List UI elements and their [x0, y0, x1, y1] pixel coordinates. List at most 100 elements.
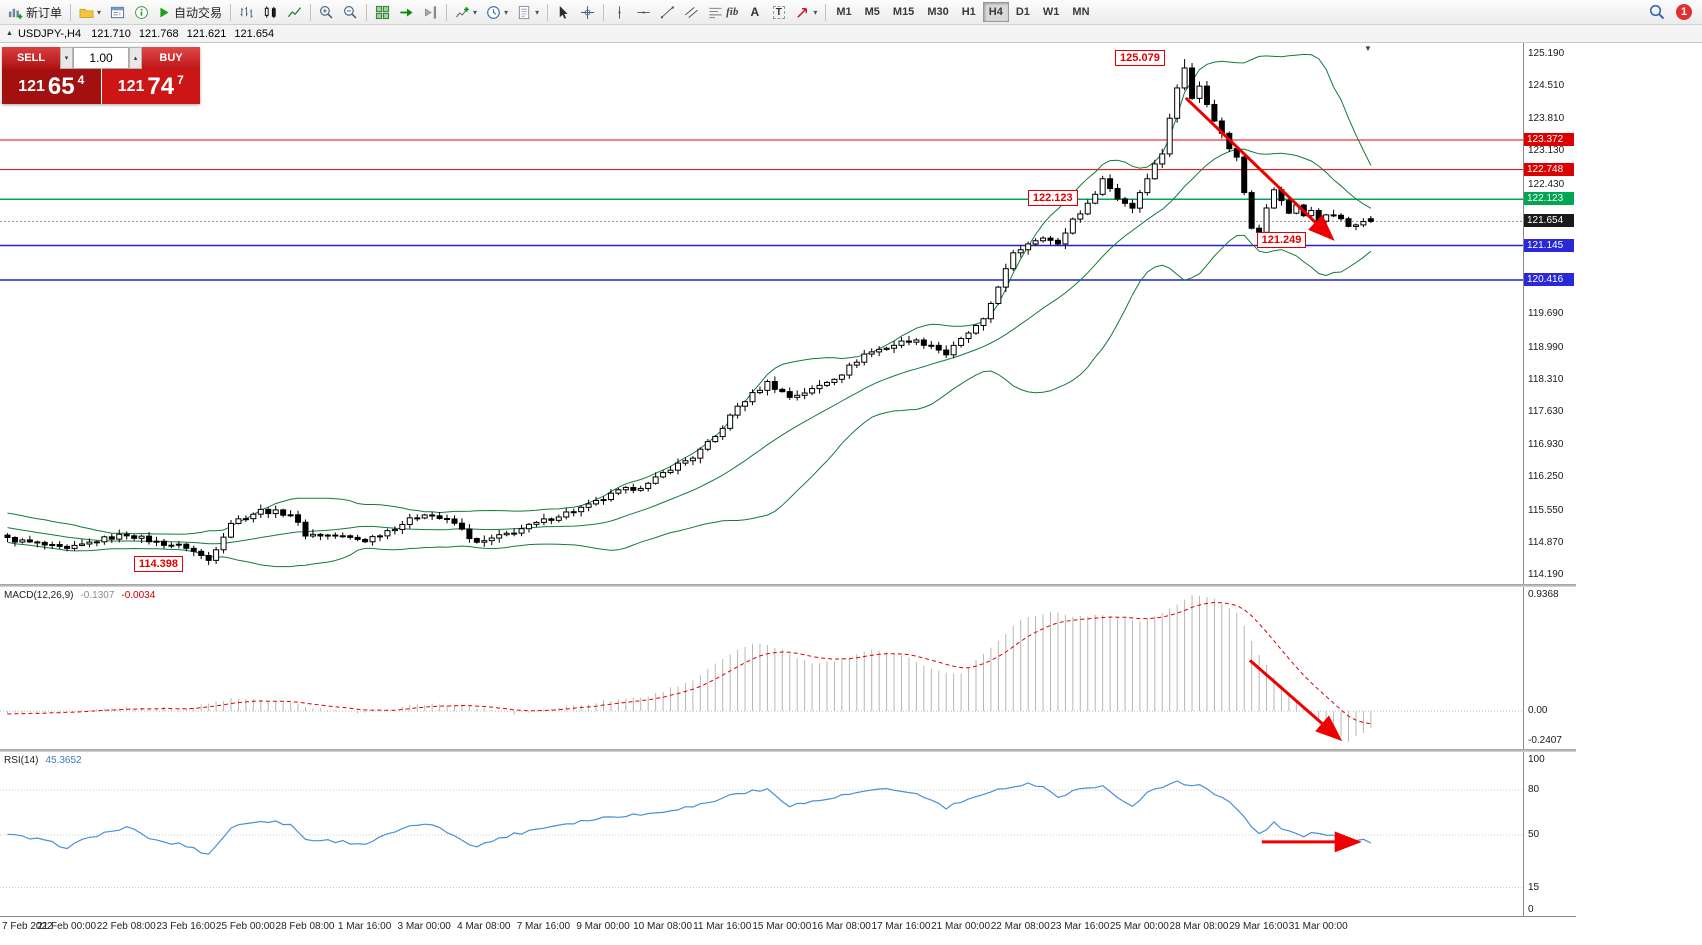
vertical-line-tool-button[interactable]	[608, 2, 631, 23]
market-watch-button[interactable]	[106, 2, 129, 23]
panel-splitter[interactable]	[0, 584, 1576, 587]
new-order-button[interactable]: 新订单	[4, 2, 66, 23]
time-axis-label: 11 Mar 16:00	[693, 921, 752, 932]
volume-input[interactable]	[73, 47, 129, 69]
toolbar-separator	[70, 3, 72, 21]
time-axis-label: 31 Mar 00:00	[1288, 921, 1348, 932]
timeframe-w1-button[interactable]: W1	[1037, 2, 1066, 22]
time-axis-label: 23 Mar 16:00	[1050, 921, 1110, 932]
chart-shift-marker[interactable]: ▼	[1364, 44, 1372, 53]
ask-point: 7	[177, 73, 184, 87]
templates-button[interactable]: ▾	[513, 2, 543, 23]
price-annotation[interactable]: 114.398	[133, 556, 184, 573]
text-tool-button[interactable]: A	[743, 2, 766, 23]
rsi-panel[interactable]: RSI(14) 45.3652	[0, 752, 1523, 916]
chart-shift-button[interactable]	[419, 2, 442, 23]
timeframe-m15-button[interactable]: M15	[887, 2, 920, 22]
price-annotation[interactable]: 122.123	[1027, 190, 1078, 207]
bollinger-upper-band	[7, 53, 1372, 535]
macd-down-arrow[interactable]	[1248, 659, 1343, 742]
profiles-button[interactable]: ▾	[75, 2, 105, 23]
cursor-icon	[559, 5, 568, 19]
macd-name-label: MACD(12,26,9)	[4, 590, 74, 601]
chart-symbol-label: USDJPY-,H4	[17, 27, 82, 40]
ask-price[interactable]: 121 74 7	[101, 69, 200, 104]
price-axis-label: 124.510	[1528, 80, 1565, 92]
auto-scroll-icon	[400, 8, 413, 16]
cursor-button[interactable]	[552, 2, 575, 23]
notification-badge[interactable]: 1	[1676, 4, 1692, 20]
volume-increase-button[interactable]: ▴	[129, 47, 142, 69]
auto-scroll-button[interactable]	[395, 2, 418, 23]
bid-ask-row: 121 65 4 121 74 7	[2, 69, 200, 104]
timeframe-h1-button[interactable]: H1	[956, 2, 982, 22]
bollinger-middle-band	[7, 148, 1372, 545]
data-window-button[interactable]	[130, 2, 153, 23]
price-scale[interactable]: 125.190 124.510 123.810 123.130 122.430 119.6…	[1524, 43, 1576, 584]
timeframe-m30-button[interactable]: M30	[921, 2, 954, 22]
search-button[interactable]	[1645, 2, 1669, 23]
fibonacci-icon	[709, 7, 722, 18]
time-axis[interactable]: 7 Feb 2022 21 Feb 00:00 22 Feb 08:00 23 Feb…	[0, 918, 1576, 940]
dropdown-caret-icon: ▾	[535, 7, 540, 17]
profiles-folder-icon	[79, 8, 94, 18]
macd-main-value: -0.1307	[80, 590, 115, 601]
macd-axis-label: 0.9368	[1528, 589, 1559, 600]
time-axis-label: 21 Mar 00:00	[931, 921, 991, 932]
timeframe-m5-button[interactable]: M5	[859, 2, 886, 22]
arrows-tool-button[interactable]: ▾	[791, 2, 821, 23]
main-chart-plot[interactable]: ▼ 125.079 122.123 121.249 114.398	[0, 43, 1523, 584]
trendline-tool-button[interactable]	[656, 2, 679, 23]
timeframe-h4-button[interactable]: H4	[982, 2, 1009, 22]
time-axis-label: 22 Mar 08:00	[990, 921, 1050, 932]
current-price-box: 121.654	[1524, 214, 1574, 228]
price-axis-label: 116.930	[1528, 439, 1564, 451]
bid-price[interactable]: 121 65 4	[2, 69, 102, 104]
time-axis-border	[0, 916, 1576, 917]
periods-button[interactable]: ▾	[482, 2, 512, 23]
downtrend-arrow[interactable]	[1184, 96, 1335, 241]
timeframe-m1-button[interactable]: M1	[830, 2, 857, 22]
bid-point: 4	[77, 73, 85, 87]
text-label-tool-button[interactable]: T	[767, 2, 790, 23]
price-annotation[interactable]: 125.079	[1115, 50, 1165, 67]
candlestick-chart-button[interactable]	[259, 2, 282, 23]
macd-panel[interactable]: MACD(12,26,9) -0.1307 -0.0034	[0, 587, 1523, 749]
tile-windows-button[interactable]	[371, 2, 394, 23]
buy-button[interactable]: BUY	[142, 47, 200, 69]
one-click-trading-panel: SELL ▾ ▴ BUY 121 65 4 121 74 7	[2, 47, 200, 104]
crosshair-button[interactable]	[576, 2, 599, 23]
text-label-tool-label: T	[772, 5, 785, 19]
timeframe-d1-button[interactable]: D1	[1010, 2, 1036, 22]
indicators-button[interactable]: ▾	[451, 2, 481, 23]
price-annotation[interactable]: 121.249	[1256, 231, 1307, 248]
rsi-axis-label: 50	[1528, 829, 1540, 840]
price-axis-label: 122.430	[1528, 178, 1565, 190]
horizontal-line-tool-button[interactable]	[632, 2, 655, 23]
volume-decrease-button[interactable]: ▾	[60, 47, 73, 69]
timeframe-mn-button[interactable]: MN	[1066, 2, 1095, 22]
fibonacci-tool-button[interactable]: fib	[704, 2, 742, 23]
autotrading-button[interactable]: 自动交易	[154, 2, 226, 23]
rsi-header: RSI(14) 45.3652	[4, 755, 82, 766]
chart-window-icon: ▲	[6, 30, 13, 37]
zoom-out-icon	[344, 5, 357, 19]
sell-button[interactable]: SELL	[2, 47, 60, 69]
time-axis-label: 23 Feb 16:00	[156, 921, 216, 932]
rsi-axis-label: 100	[1528, 754, 1545, 765]
channel-tool-button[interactable]	[680, 2, 703, 23]
time-axis-label: 3 Mar 00:00	[397, 921, 451, 932]
candlestick-chart-icon	[264, 5, 276, 18]
dropdown-caret-icon: ▾	[97, 7, 102, 17]
bar-chart-button[interactable]	[235, 2, 258, 23]
price-axis-label: 125.190	[1528, 47, 1565, 59]
crosshair-icon	[581, 5, 595, 19]
panel-splitter[interactable]	[0, 749, 1576, 752]
time-axis-label: 7 Feb 2022	[2, 921, 53, 932]
line-chart-button[interactable]	[283, 2, 306, 23]
zoom-in-button[interactable]	[315, 2, 338, 23]
zoom-out-button[interactable]	[339, 2, 362, 23]
candles	[4, 59, 1374, 566]
time-axis-label: 28 Mar 08:00	[1169, 921, 1229, 932]
macd-signal-value: -0.0034	[121, 590, 156, 601]
